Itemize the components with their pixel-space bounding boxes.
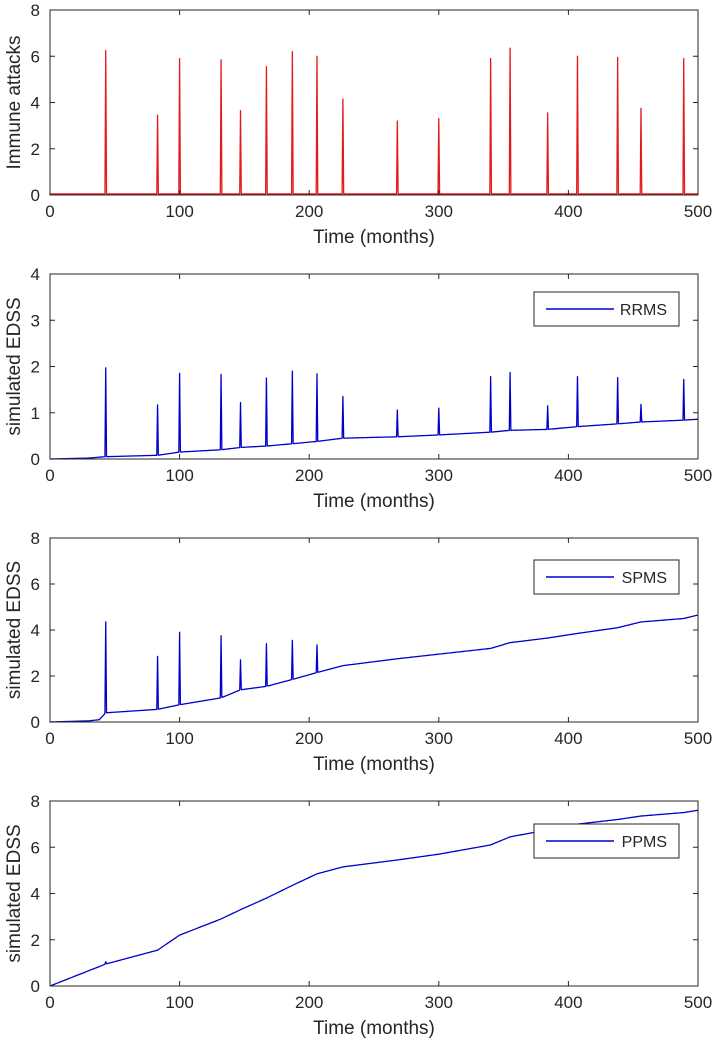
x-tick-label: 0 bbox=[45, 729, 54, 748]
y-tick-label: 4 bbox=[31, 94, 40, 113]
chart-panel-2: 0 100 200 300 400 500 0 1 2 3 4 Time (months) simula… bbox=[4, 265, 712, 512]
y-tick-label: 2 bbox=[31, 667, 40, 686]
x-tick-label: 500 bbox=[684, 202, 712, 221]
plot-area bbox=[50, 10, 698, 195]
x-tick-label: 200 bbox=[295, 202, 323, 221]
x-tick-label: 100 bbox=[165, 466, 193, 485]
series-line-rrms bbox=[49, 367, 699, 460]
y-tick-label: 0 bbox=[31, 186, 40, 205]
y-tick-label: 2 bbox=[31, 358, 40, 377]
x-tick-label: 400 bbox=[554, 993, 582, 1012]
legend-label: SPMS bbox=[622, 570, 667, 587]
legend-label: PPMS bbox=[622, 834, 667, 851]
series-line-immune-attacks bbox=[50, 47, 698, 195]
chart-panel-1: 0 100 200 300 400 500 0 2 4 6 8 Time (months) Immune… bbox=[4, 1, 712, 248]
series-line-ppms bbox=[49, 809, 699, 987]
legend: SPMS bbox=[533, 559, 680, 595]
chart-panel-4: 0 100 200 300 400 500 0 2 4 6 8 Time (months) simula… bbox=[4, 792, 712, 1039]
x-tick-label: 500 bbox=[684, 729, 712, 748]
legend: RRMS bbox=[533, 291, 680, 327]
x-tick-label: 400 bbox=[554, 729, 582, 748]
y-tick-label: 0 bbox=[31, 713, 40, 732]
y-tick-label: 6 bbox=[31, 838, 40, 857]
y-tick-label: 3 bbox=[31, 311, 40, 330]
x-tick-label: 0 bbox=[45, 993, 54, 1012]
y-axis-label: simulated EDSS bbox=[4, 297, 25, 435]
y-tick-label: 8 bbox=[31, 529, 40, 548]
x-tick-label: 500 bbox=[684, 993, 712, 1012]
x-tick-label: 200 bbox=[295, 993, 323, 1012]
y-tick-label: 4 bbox=[31, 265, 40, 284]
x-tick-label: 100 bbox=[165, 993, 193, 1012]
x-tick-label: 300 bbox=[425, 202, 453, 221]
y-tick-label: 4 bbox=[31, 621, 40, 640]
y-tick-label: 2 bbox=[31, 931, 40, 950]
y-tick-label: 6 bbox=[31, 47, 40, 66]
x-tick-label: 0 bbox=[45, 202, 54, 221]
y-tick-label: 0 bbox=[31, 450, 40, 469]
x-tick-label: 400 bbox=[554, 202, 582, 221]
x-tick-label: 300 bbox=[425, 993, 453, 1012]
legend: PPMS bbox=[533, 823, 680, 859]
x-tick-label: 400 bbox=[554, 466, 582, 485]
y-tick-label: 2 bbox=[31, 140, 40, 159]
x-tick-label: 0 bbox=[45, 466, 54, 485]
y-axis-label: simulated EDSS bbox=[4, 561, 25, 699]
x-axis-label: Time (months) bbox=[313, 1018, 435, 1039]
chart-panel-3: 0 100 200 300 400 500 0 2 4 6 8 Time (months) simula… bbox=[4, 529, 712, 775]
x-tick-label: 100 bbox=[165, 729, 193, 748]
y-tick-label: 4 bbox=[31, 885, 40, 904]
y-tick-label: 0 bbox=[31, 977, 40, 996]
y-tick-label: 8 bbox=[31, 1, 40, 20]
x-tick-label: 300 bbox=[425, 729, 453, 748]
x-axis-label: Time (months) bbox=[313, 227, 435, 248]
y-tick-label: 1 bbox=[31, 404, 40, 423]
x-axis-label: Time (months) bbox=[313, 754, 435, 775]
y-axis-label: Immune attacks bbox=[4, 35, 25, 169]
x-axis-label: Time (months) bbox=[313, 491, 435, 512]
legend-label: RRMS bbox=[620, 302, 667, 319]
y-tick-label: 8 bbox=[31, 792, 40, 811]
y-axis-label: simulated EDSS bbox=[4, 824, 25, 962]
x-tick-label: 300 bbox=[425, 466, 453, 485]
x-tick-label: 200 bbox=[295, 729, 323, 748]
y-tick-label: 6 bbox=[31, 575, 40, 594]
x-tick-label: 200 bbox=[295, 466, 323, 485]
x-tick-label: 100 bbox=[165, 202, 193, 221]
x-tick-label: 500 bbox=[684, 466, 712, 485]
